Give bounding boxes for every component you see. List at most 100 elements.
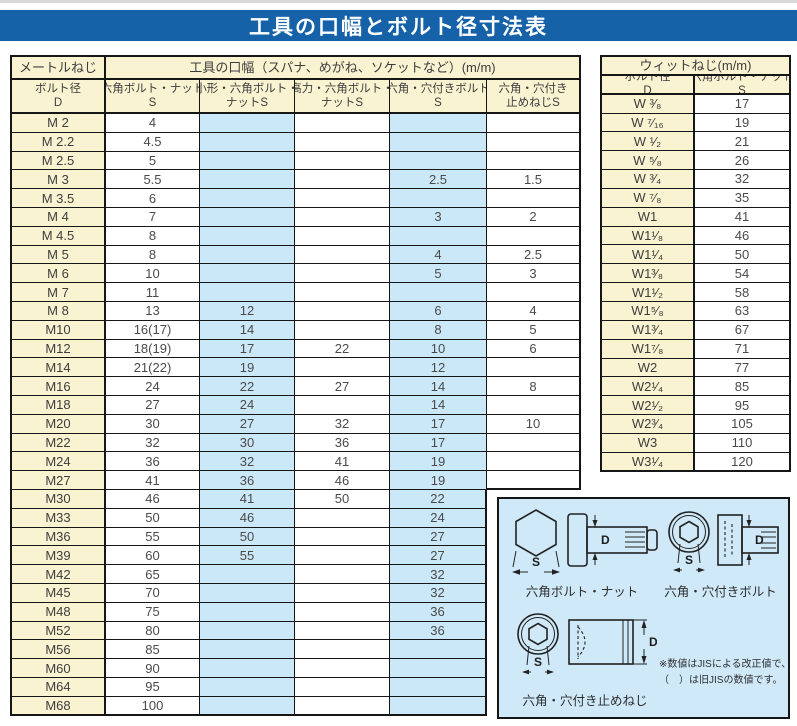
cell-value: 17 xyxy=(695,94,791,114)
svg-text:S: S xyxy=(685,553,693,567)
cell-value: 77 xyxy=(695,358,791,378)
cell-bolt-diameter: M64 xyxy=(12,677,106,697)
cell-value: 19 xyxy=(200,358,295,378)
cell-bolt-diameter: M 3 xyxy=(12,170,106,190)
cell-value xyxy=(295,621,390,641)
cell-value xyxy=(295,189,390,208)
cell-value xyxy=(295,358,390,378)
table-row: W1³⁄₄ 67 xyxy=(602,320,791,340)
cell-value xyxy=(487,395,581,415)
cell-value: 24 xyxy=(106,377,200,396)
cell-value xyxy=(295,151,390,171)
cell-value: 90 xyxy=(106,659,200,678)
cell-bolt-diameter: M 4 xyxy=(12,207,106,227)
table-row: M45 70 32 xyxy=(12,583,581,603)
cell-bolt-diameter: M20 xyxy=(12,414,106,434)
table-row: W1⁷⁄₈ 71 xyxy=(602,339,791,359)
cell-value xyxy=(295,114,390,133)
cell-value: 60 xyxy=(106,546,200,566)
table-row: M30 46 41 50 22 xyxy=(12,489,581,509)
cell-bolt-diameter: M48 xyxy=(12,602,106,622)
cell-value xyxy=(200,602,295,622)
cell-value: 85 xyxy=(106,640,200,660)
cell-bolt-diameter: W1⁵⁄₈ xyxy=(602,301,695,321)
table-row: M14 21(22) 19 12 xyxy=(12,358,581,378)
cell-value xyxy=(390,283,487,302)
cell-value: 14 xyxy=(390,377,487,396)
table-row: M48 75 36 xyxy=(12,602,581,622)
cell-bolt-diameter: W ³⁄₄ xyxy=(602,170,695,189)
cell-bolt-diameter: W2¹⁄₂ xyxy=(602,396,695,416)
cell-value: 50 xyxy=(106,508,200,528)
cell-value: 21 xyxy=(695,132,791,152)
table-row: M39 60 55 27 xyxy=(12,546,581,566)
cell-value: 16(17) xyxy=(106,320,200,340)
cell-value xyxy=(295,546,390,566)
cell-value: 24 xyxy=(200,395,295,415)
cell-value: 27 xyxy=(200,414,295,434)
cell-value: 30 xyxy=(106,414,200,434)
cell-value xyxy=(487,452,581,472)
cell-value: 22 xyxy=(200,377,295,396)
cell-value: 19 xyxy=(390,471,487,490)
cell-value xyxy=(200,170,295,190)
cell-value: 27 xyxy=(390,546,487,566)
jis-note-line-2: （ ）は旧JISの数値です。 xyxy=(659,675,783,686)
table-row: M 2.5 5 xyxy=(12,151,581,171)
table-row: M27 41 36 46 19 xyxy=(12,471,581,490)
cell-value: 26 xyxy=(695,151,791,171)
cell-value: 32 xyxy=(295,414,390,434)
cell-value xyxy=(487,132,581,152)
table-row: M64 95 xyxy=(12,677,581,697)
cell-value: 22 xyxy=(390,489,487,509)
metric-col-header-high-strength-hex-bolt-nut: 高力・六角ボルト・ ナットS xyxy=(295,80,390,114)
cell-value xyxy=(295,132,390,152)
cell-bolt-diameter: M24 xyxy=(12,452,106,472)
table-row: M20 30 27 32 17 10 xyxy=(12,414,581,434)
cell-value xyxy=(487,151,581,171)
cell-value: 3 xyxy=(487,264,581,284)
table-row: M 5 8 4 2.5 xyxy=(12,245,581,265)
title-bar: 工具の口幅とボルト径寸法表 xyxy=(0,10,797,41)
cell-value: 100 xyxy=(106,696,200,716)
cell-value: 4.5 xyxy=(106,132,200,152)
cell-value: 5.5 xyxy=(106,170,200,190)
cell-value: 7 xyxy=(106,207,200,227)
whitworth-col-header-hex-bolt-nut: 六角ボルト・ナット S xyxy=(695,75,791,95)
cell-value xyxy=(487,226,581,246)
cell-value: 110 xyxy=(695,433,791,453)
cell-bolt-diameter: M68 xyxy=(12,696,106,716)
page-title: 工具の口幅とボルト径寸法表 xyxy=(249,15,548,39)
cell-value: 95 xyxy=(106,677,200,697)
cell-value: 67 xyxy=(695,320,791,340)
cell-bolt-diameter: W ⁷⁄₈ xyxy=(602,188,695,208)
cell-value xyxy=(295,264,390,284)
cell-bolt-diameter: W3 xyxy=(602,433,695,453)
table-row: W ⁷⁄₁₆ 19 xyxy=(602,113,791,133)
table-row: W2³⁄₄ 105 xyxy=(602,415,791,434)
socket-bolt-caption: 六角・穴付きボルト xyxy=(664,585,777,599)
cell-value: 10 xyxy=(106,264,200,284)
cell-value xyxy=(200,245,295,265)
cell-value: 19 xyxy=(695,113,791,133)
cell-value: 8 xyxy=(487,377,581,396)
cell-bolt-diameter: W1 xyxy=(602,207,695,227)
cell-value: 5 xyxy=(390,264,487,284)
cell-value xyxy=(295,602,390,622)
cell-bolt-diameter: M22 xyxy=(12,433,106,453)
cell-value xyxy=(200,621,295,641)
cell-value xyxy=(295,565,390,584)
table-row: W1⁵⁄₈ 63 xyxy=(602,301,791,321)
cell-bolt-diameter: M 8 xyxy=(12,301,106,321)
cell-bolt-diameter: W2¹⁄₄ xyxy=(602,377,695,397)
cell-bolt-diameter: M60 xyxy=(12,659,106,678)
cell-value: 32 xyxy=(390,583,487,603)
table-row: W ³⁄₄ 32 xyxy=(602,170,791,189)
cell-value xyxy=(390,640,487,660)
cell-value: 1.5 xyxy=(487,170,581,190)
cell-value: 5 xyxy=(487,320,581,340)
table-row: W ³⁄₈ 17 xyxy=(602,94,791,114)
cell-bolt-diameter: M30 xyxy=(12,489,106,509)
cell-bolt-diameter: M 2 xyxy=(12,114,106,133)
